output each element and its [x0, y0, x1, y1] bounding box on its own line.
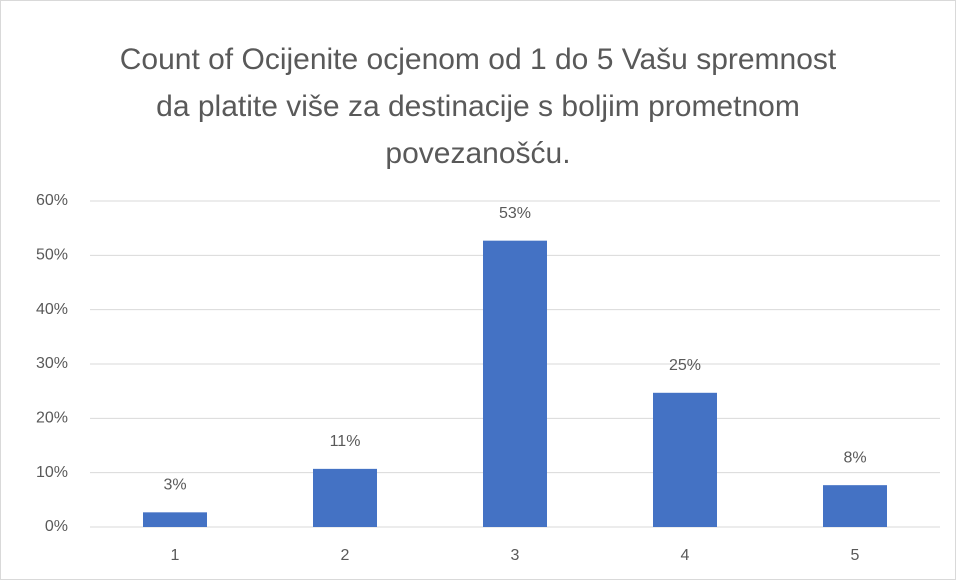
y-tick-label: 10%: [36, 464, 68, 481]
x-tick-label: 3: [511, 547, 520, 564]
bar: [823, 485, 887, 527]
y-tick-label: 20%: [36, 410, 68, 427]
data-label: 3%: [163, 477, 186, 494]
x-tick-label: 1: [171, 547, 180, 564]
bar: [313, 468, 377, 527]
y-tick-label: 60%: [36, 192, 68, 209]
y-tick-label: 0%: [45, 518, 68, 535]
x-tick-label: 5: [851, 547, 860, 564]
y-tick-label: 50%: [36, 247, 68, 264]
data-label: 11%: [330, 433, 361, 450]
data-label: 8%: [843, 449, 866, 466]
bar: [143, 512, 207, 527]
bar: [483, 240, 547, 527]
x-tick-label: 2: [341, 547, 350, 564]
y-tick-label: 30%: [36, 355, 68, 372]
data-label: 25%: [669, 357, 701, 374]
bar: [653, 392, 717, 527]
x-tick-label: 4: [681, 547, 690, 564]
y-tick-label: 40%: [36, 301, 68, 318]
data-label: 53%: [499, 205, 531, 222]
chart-title: Count of Ocijenite ocjenom od 1 do 5 Vaš…: [119, 43, 837, 170]
